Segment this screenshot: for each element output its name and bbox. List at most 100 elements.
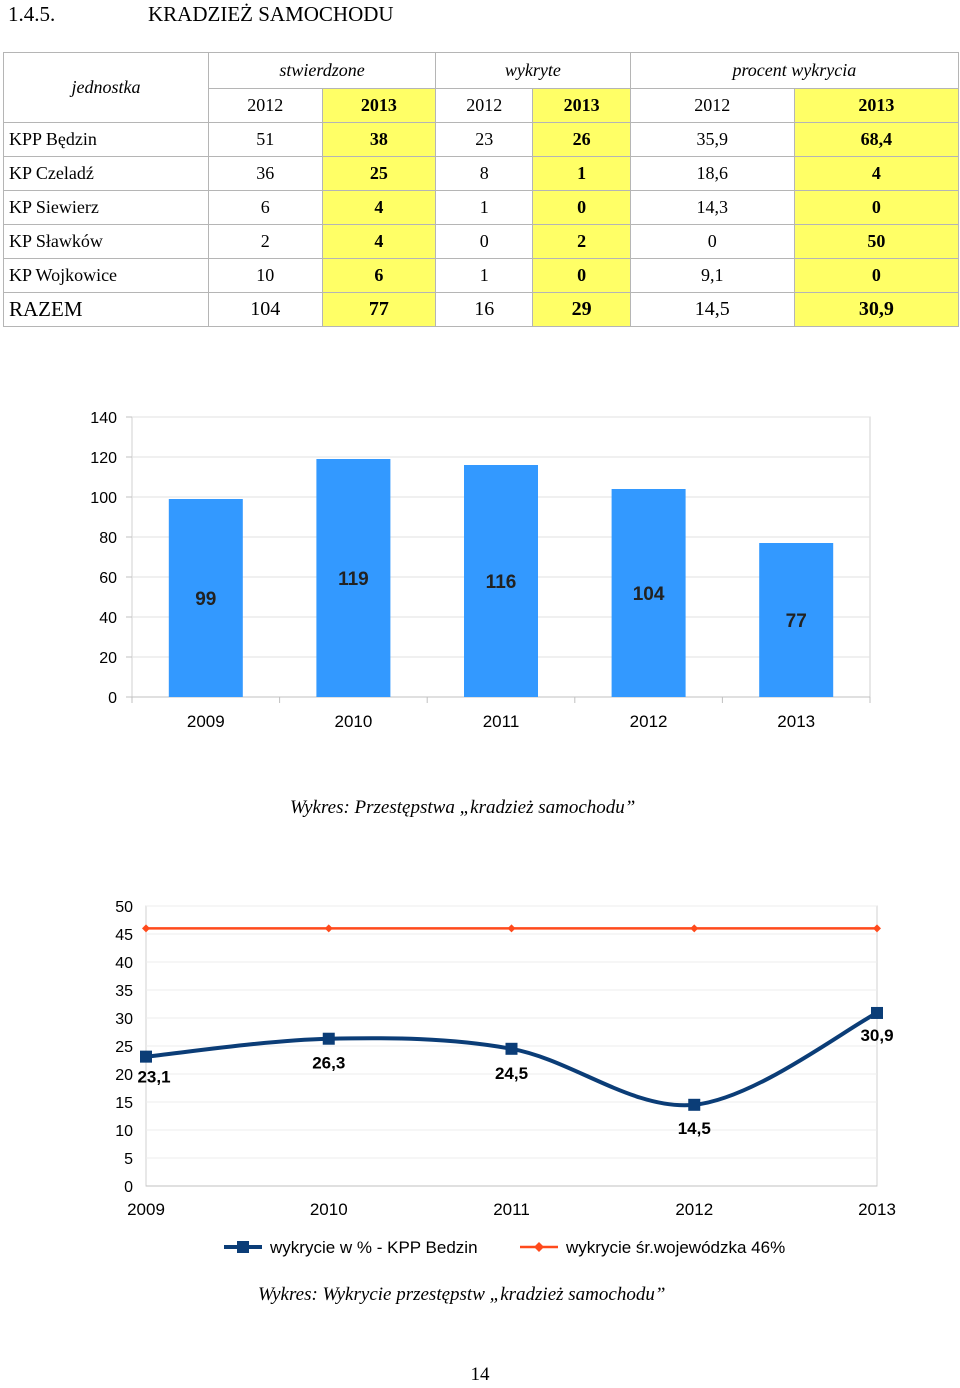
value-cell: 0 [532,190,631,225]
value-cell: 38 [321,122,437,157]
table-row: KP Sławków 2 4 0 2 0 50 [3,224,960,259]
year-cell: 2012 [435,88,534,123]
value-cell: 51 [208,122,323,157]
average-marker [690,924,699,933]
value-cell: 0 [435,224,534,259]
legend-kpp-marker [237,1241,249,1253]
value-cell: 14,3 [629,190,795,225]
average-marker [324,924,333,933]
x-tick-label: 2010 [334,712,372,731]
value-cell: 0 [793,258,960,293]
y-tick-label: 0 [108,690,117,707]
bar-data-label: 119 [338,569,369,590]
value-cell: 0 [793,190,960,225]
kpp-marker [871,1006,883,1019]
unit-cell: KP Czeladź [3,156,209,191]
section-heading: 1.4.5. KRADZIEŻ SAMOCHODU [8,2,394,27]
header-procent: procent wykrycia [629,52,960,89]
bar-data-label: 104 [633,584,665,605]
value-cell: 6 [321,258,437,293]
table-total-row: RAZEM 104 77 16 29 14,5 30,9 [3,292,960,327]
legend-average-label: wykrycie śr.wojewódzka 46% [565,1238,785,1257]
table-row: KPP Będzin 51 38 23 26 35,9 68,4 [3,122,960,157]
value-cell: 104 [208,292,323,327]
header-unit: jednostka [3,52,209,123]
value-cell: 23 [435,122,534,157]
y-tick-label: 0 [124,1179,133,1196]
year-cell: 2013 [793,88,960,123]
header-wykryte: wykryte [435,52,631,89]
kpp-marker [688,1098,701,1111]
x-tick-label: 2012 [630,712,668,731]
year-cell: 2013 [532,88,631,123]
year-cell: 2012 [629,88,795,123]
value-cell: 36 [208,156,323,191]
header-stwierdzone: stwierdzone [207,52,437,89]
section-title: KRADZIEŻ SAMOCHODU [148,2,394,26]
value-cell: 1 [435,258,534,293]
y-tick-label: 120 [90,450,117,467]
value-cell: 77 [321,292,437,327]
table-header-row: jednostka stwierdzone wykryte procent wy… [3,52,960,123]
kpp-marker [322,1032,335,1045]
year-cell: 2012 [208,88,323,123]
value-cell: 68,4 [793,122,960,157]
y-tick-label: 140 [90,410,117,427]
unit-cell: KP Wojkowice [3,258,209,293]
value-cell: 2 [208,224,323,259]
value-cell: 10 [208,258,323,293]
y-tick-label: 5 [124,1151,133,1168]
kpp-data-label: 30,9 [860,1026,893,1045]
kpp-marker [505,1042,518,1055]
x-tick-label: 2013 [777,712,815,731]
y-tick-label: 35 [115,983,133,1000]
value-cell: 16 [435,292,534,327]
table-year-row: 2012 2013 2012 2013 2012 2013 [4,88,960,123]
stats-table: jednostka stwierdzone wykryte procent wy… [3,52,960,327]
y-tick-label: 45 [115,927,133,944]
bar-data-label: 116 [486,572,517,593]
y-tick-label: 20 [99,650,117,667]
y-tick-label: 40 [99,610,117,627]
table-row: KP Wojkowice 10 6 1 0 9,1 0 [3,258,960,293]
x-tick-label: 2011 [483,712,520,731]
unit-cell: RAZEM [3,292,209,327]
bar-chart: 0 20 40 60 80 100 120 140 99 2009 119 2010 116 2011 10… [90,410,871,731]
legend-average-marker [534,1242,544,1252]
value-cell: 2 [532,224,631,259]
x-tick-label: 2009 [127,1200,165,1219]
value-cell: 29 [532,292,631,327]
average-marker [873,924,881,933]
kpp-data-label: 14,5 [678,1119,711,1138]
y-tick-label: 80 [99,530,117,547]
y-tick-label: 20 [115,1067,133,1084]
y-tick-label: 10 [115,1123,133,1140]
bar-data-label: 99 [195,589,216,610]
bar [168,499,243,697]
value-cell: 9,1 [629,258,795,293]
line-chart: 0 5 10 15 20 25 30 35 40 45 50 2009 2010 2011 2012 2013… [115,899,896,1257]
average-marker [142,924,150,933]
value-cell: 4 [321,190,437,225]
bar [759,543,834,697]
x-tick-label: 2011 [493,1200,530,1219]
value-cell: 50 [793,224,960,259]
kpp-marker [140,1050,152,1063]
y-tick-label: 40 [115,955,133,972]
value-cell: 4 [793,156,960,191]
bar [464,465,538,697]
value-cell: 0 [629,224,795,259]
y-tick-label: 60 [99,570,117,587]
table-row: KP Czeladź 36 25 8 1 18,6 4 [3,156,960,191]
value-cell: 14,5 [629,292,795,327]
legend-kpp-label: wykrycie w % - KPP Bedzin [269,1238,478,1257]
value-cell: 4 [321,224,437,259]
value-cell: 8 [435,156,534,191]
kpp-data-label: 23,1 [137,1068,170,1087]
value-cell: 1 [435,190,534,225]
value-cell: 1 [532,156,631,191]
bar [316,459,391,697]
unit-cell: KP Siewierz [3,190,209,225]
y-tick-label: 25 [115,1039,133,1056]
bar [611,489,686,697]
